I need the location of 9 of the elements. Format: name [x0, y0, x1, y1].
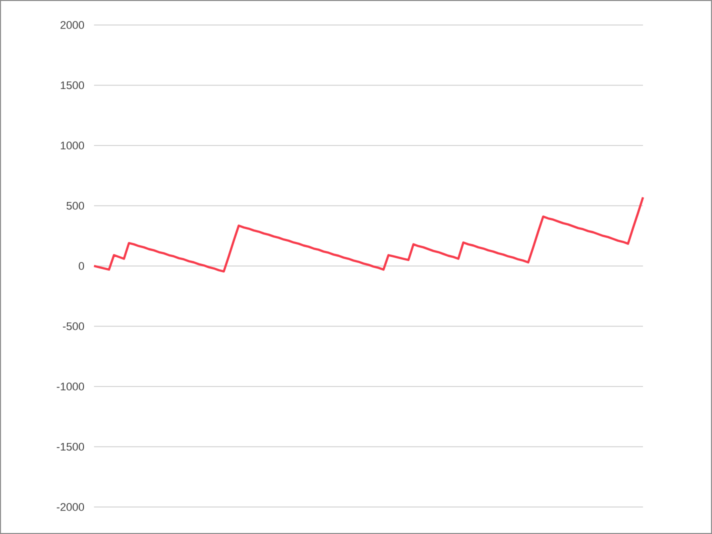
y-tick-label: 2000 [60, 21, 84, 29]
y-tick-label: 500 [66, 202, 84, 210]
y-tick-label: 0 [78, 262, 84, 270]
y-tick-label: -500 [62, 322, 84, 330]
y-tick-label: 1000 [60, 142, 84, 150]
y-tick-label: -2000 [56, 503, 84, 511]
y-tick-label: -1000 [56, 382, 84, 390]
y-tick-label: 1500 [60, 81, 84, 90]
y-tick-label: -1500 [56, 442, 84, 451]
